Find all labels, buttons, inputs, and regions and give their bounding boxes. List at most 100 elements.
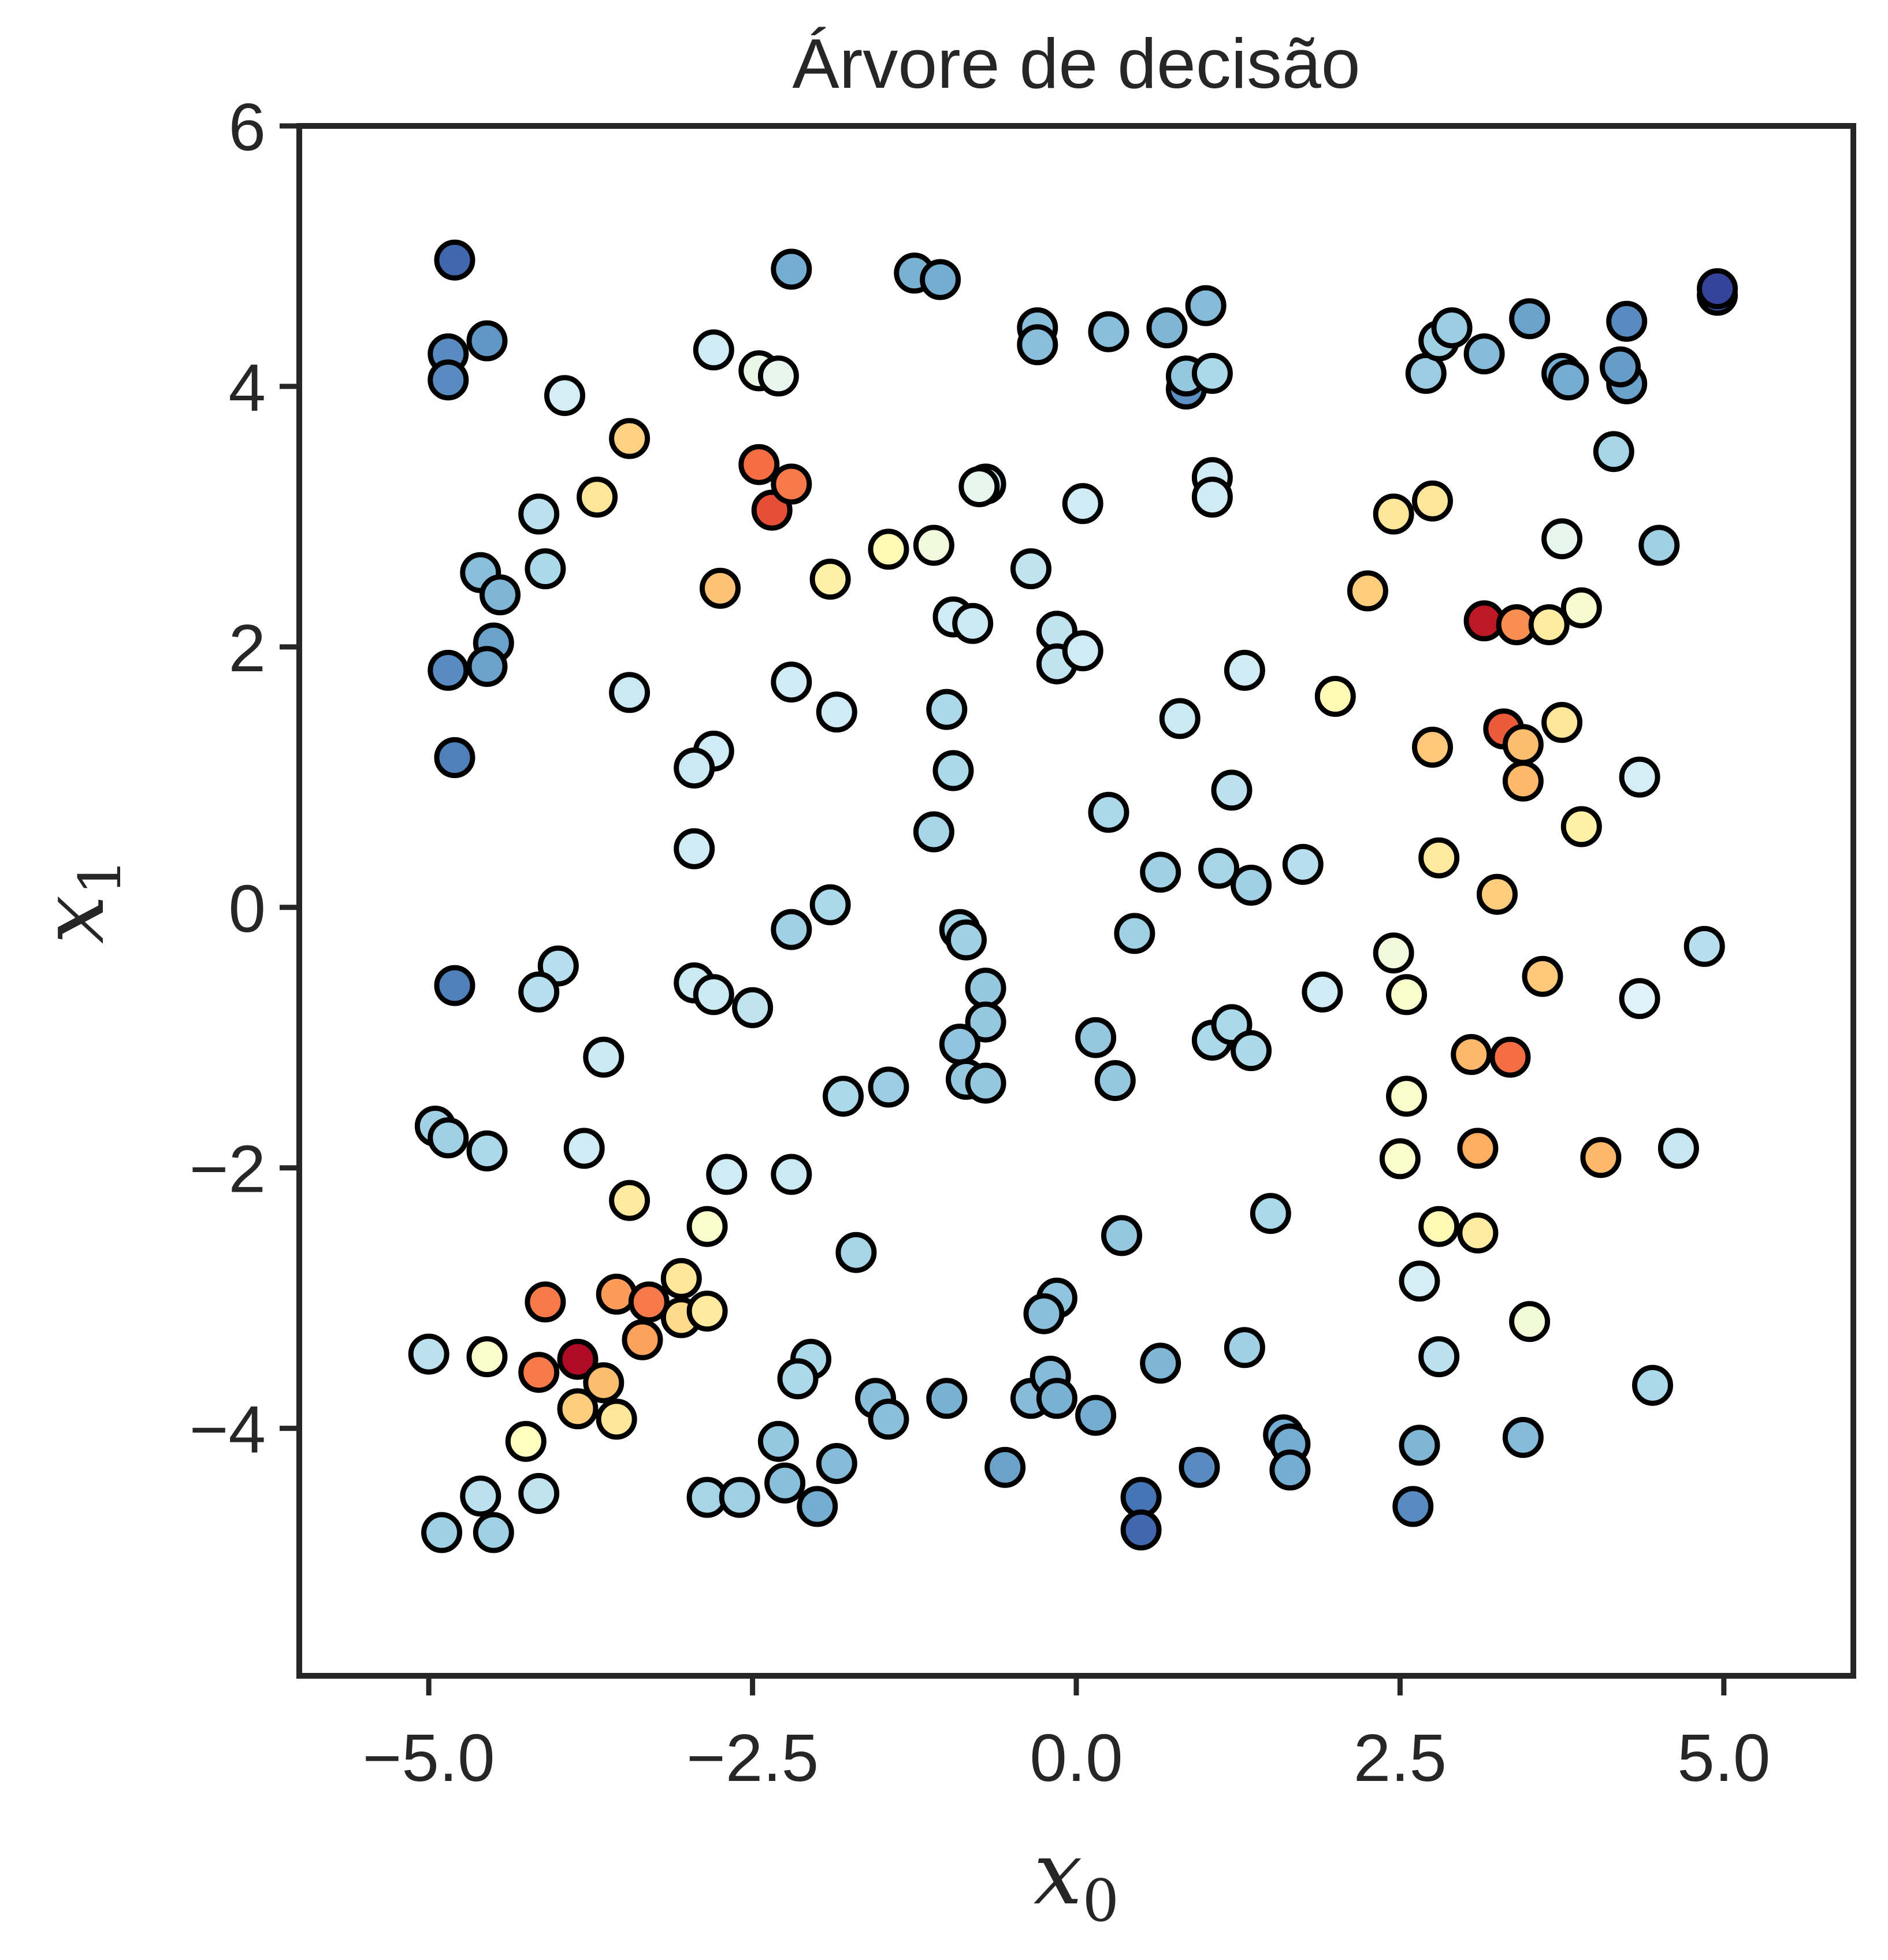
data-point: [609, 418, 651, 459]
data-point: [823, 1076, 864, 1117]
data-point: [958, 466, 1000, 507]
data-point: [518, 1472, 560, 1514]
data-point: [1282, 843, 1324, 885]
data-point: [408, 1333, 449, 1375]
data-point: [1191, 477, 1233, 518]
data-point: [777, 1358, 819, 1400]
data-point: [622, 1319, 663, 1360]
data-point: [473, 1512, 514, 1553]
data-point: [965, 1062, 1006, 1104]
data-point: [920, 259, 961, 300]
data-point: [1463, 333, 1505, 375]
data-point: [1211, 769, 1253, 811]
data-point: [1314, 676, 1356, 717]
data-point: [1477, 873, 1518, 915]
data-point: [421, 1512, 463, 1553]
data-point: [628, 1281, 670, 1323]
data-point: [480, 574, 521, 616]
data-point: [913, 811, 954, 853]
data-point: [1269, 1449, 1311, 1491]
data-point: [1017, 324, 1058, 366]
data-point: [1179, 1446, 1220, 1488]
data-point: [1088, 311, 1129, 352]
data-point: [563, 1128, 605, 1169]
data-point: [505, 1420, 547, 1462]
data-point: [771, 248, 812, 290]
data-point: [719, 1476, 760, 1518]
data-point: [984, 1446, 1026, 1488]
data-point: [1412, 727, 1453, 768]
y-tick-label: 6: [228, 90, 266, 165]
data-point: [771, 463, 812, 505]
data-point: [466, 646, 508, 687]
data-point: [544, 375, 585, 416]
data-point: [1502, 1416, 1544, 1458]
data-point: [1657, 1128, 1699, 1169]
data-point: [771, 1154, 812, 1195]
data-point: [1457, 1212, 1499, 1254]
data-point: [428, 359, 469, 401]
data-point: [1075, 1394, 1117, 1436]
data-point: [1619, 978, 1660, 1020]
data-point: [1198, 847, 1240, 889]
data-point: [965, 968, 1006, 1009]
data-point: [1399, 1425, 1440, 1466]
data-point: [913, 525, 954, 566]
data-point: [1697, 268, 1738, 310]
data-point: [686, 1290, 728, 1332]
data-point: [693, 974, 734, 1016]
data-point: [809, 884, 851, 925]
y-tick-label: −2: [189, 1132, 266, 1207]
data-point: [771, 661, 812, 703]
data-point: [732, 987, 774, 1028]
x-tick-label: 5.0: [1677, 1720, 1770, 1795]
data-point: [518, 493, 560, 535]
data-point: [809, 559, 851, 600]
data-point: [1399, 1260, 1440, 1302]
x-tick-label: 0.0: [1030, 1720, 1123, 1795]
data-point: [926, 689, 968, 730]
data-point: [700, 567, 741, 609]
data-point: [1560, 806, 1602, 847]
data-point: [1451, 1034, 1492, 1075]
data-point: [1062, 483, 1103, 525]
data-point: [757, 355, 799, 397]
data-point: [1373, 493, 1414, 535]
data-point: [1632, 1364, 1673, 1406]
data-point: [1386, 1076, 1428, 1117]
y-tick-label: 2: [228, 611, 266, 686]
data-point: [1114, 913, 1155, 954]
data-point: [1580, 1137, 1622, 1178]
data-point: [1075, 1017, 1117, 1058]
data-point: [1619, 756, 1660, 798]
data-point: [583, 1362, 625, 1404]
x-axis-label: x0: [1034, 1824, 1119, 1935]
data-point: [1250, 1193, 1291, 1234]
data-point: [1418, 837, 1460, 879]
data-point: [466, 1130, 508, 1171]
data-point: [609, 672, 651, 713]
data-point: [1431, 307, 1473, 348]
data-point: [1548, 359, 1589, 401]
data-point: [816, 691, 857, 733]
data-point: [1101, 1215, 1142, 1256]
data-point: [428, 1117, 469, 1159]
data-point: [1231, 1030, 1272, 1072]
data-point: [660, 1258, 702, 1299]
data-point: [1502, 724, 1544, 765]
data-point: [1522, 955, 1563, 997]
data-point: [460, 1475, 501, 1517]
data-point: [835, 1232, 877, 1273]
y-tick-label: 0: [228, 871, 266, 946]
data-point: [1489, 1036, 1531, 1078]
data-point: [1412, 480, 1453, 522]
data-point: [525, 1281, 566, 1323]
data-point: [1509, 1301, 1551, 1342]
data-point: [434, 239, 475, 281]
data-point: [1140, 1342, 1181, 1384]
data-point: [557, 1388, 599, 1430]
data-point: [1120, 1509, 1162, 1550]
data-point: [693, 329, 734, 371]
data-point: [577, 477, 618, 518]
data-point: [1541, 702, 1583, 743]
